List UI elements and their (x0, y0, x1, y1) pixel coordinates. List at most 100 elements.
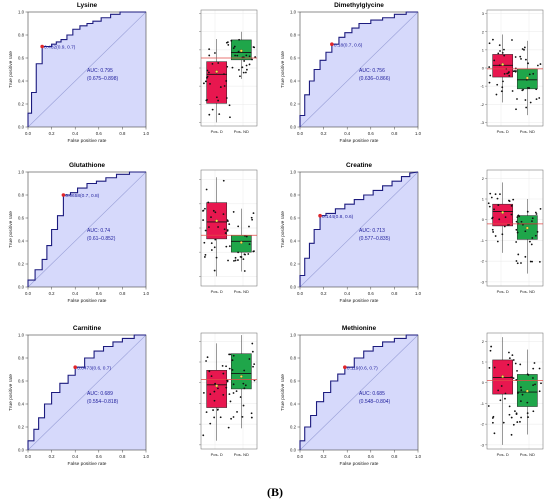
sample-point (208, 370, 211, 373)
sample-point (532, 410, 535, 413)
sample-point (230, 39, 233, 42)
sample-point (512, 359, 515, 361)
sample-point (529, 101, 532, 104)
sample-point (510, 376, 513, 379)
roc-curve (27, 334, 146, 450)
y-axis-label: True positive rate (8, 211, 14, 248)
roc-curve (299, 171, 419, 287)
x-tick-label: 0.0 (25, 454, 32, 459)
x-axis-label: False positive rate (340, 298, 379, 304)
y-tick-label: 0.8 (18, 33, 25, 38)
sample-point (232, 383, 235, 386)
roc-diagonal (27, 171, 147, 288)
y-tick-label: 1 (482, 360, 485, 365)
sample-point (508, 351, 510, 354)
sample-point (204, 80, 207, 83)
y-tick-label: 0.4 (290, 79, 297, 84)
sample-point (205, 360, 207, 362)
y-tick-label: 0.8 (290, 193, 297, 198)
sample-point (214, 211, 217, 214)
x-tick-label: 0.8 (391, 291, 398, 296)
y-tick-label: 1.0 (290, 170, 297, 175)
sample-point (497, 204, 500, 207)
sample-point (227, 259, 229, 262)
x-tick-label: 0.2 (49, 291, 56, 296)
sample-point (501, 52, 504, 54)
sample-point (215, 96, 218, 99)
mean-marker (239, 375, 243, 378)
sample-point (203, 241, 206, 244)
sample-point (227, 426, 230, 429)
sample-point (222, 372, 225, 375)
sample-point (213, 399, 216, 402)
sample-point (252, 250, 255, 253)
mean-marker (501, 375, 505, 378)
sample-point (213, 269, 216, 272)
y-tick-label: -3 (480, 120, 484, 125)
sample-point (235, 390, 238, 393)
auc-label: AUC: 0.713 (359, 228, 385, 234)
x-tick-label: 0.8 (391, 454, 398, 459)
category-label: Pos‑ ND (520, 289, 535, 294)
sample-point (205, 411, 208, 414)
sample-point (493, 59, 496, 62)
sample-point (489, 349, 492, 352)
sample-point (229, 116, 231, 119)
category-label: Pos‑ ND (234, 452, 249, 457)
sample-point (531, 237, 534, 239)
y-tick-label: 0.0 (290, 125, 297, 130)
sample-point (243, 270, 246, 272)
sample-point (510, 204, 513, 207)
sample-point (213, 390, 216, 393)
sample-point (538, 260, 541, 263)
y-tick-label: 1.0 (18, 170, 25, 175)
sample-point (500, 385, 503, 387)
sample-point (240, 256, 243, 258)
sample-point (508, 405, 511, 408)
y-axis-label: True positive rate (8, 51, 14, 88)
boxplot-frame (486, 9, 544, 127)
sample-point (214, 238, 217, 241)
auc-label: AUC: 0.689 (87, 391, 113, 397)
sample-point (496, 83, 499, 86)
sample-point (211, 108, 214, 111)
category-label: Pos‑ ND (520, 129, 535, 134)
sample-point (206, 76, 208, 79)
y-axis-label: True positive rate (280, 51, 286, 88)
sample-point (510, 416, 513, 419)
sample-point (242, 382, 245, 385)
sample-point (523, 48, 525, 51)
roc-curve (27, 171, 146, 287)
x-tick-label: 0.8 (119, 454, 126, 459)
sample-point (524, 255, 527, 258)
sample-point (490, 345, 493, 348)
sample-point (539, 207, 542, 210)
sample-point (531, 220, 533, 223)
x-tick-label: 0.4 (344, 291, 351, 296)
sample-point (533, 362, 536, 364)
y-tick-label: 0.0 (18, 125, 25, 130)
y-tick-label: 0.4 (290, 239, 297, 244)
y-tick-label: 2 (482, 176, 485, 181)
sample-point (209, 393, 212, 396)
sample-point (488, 205, 491, 208)
sample-point (499, 399, 502, 402)
sample-point (254, 56, 257, 58)
sample-point (246, 68, 248, 71)
sample-point (514, 410, 516, 413)
sample-point (228, 223, 231, 226)
sample-point (210, 375, 213, 378)
y-tick-label: 1 (482, 197, 485, 202)
sample-point (225, 365, 227, 368)
sample-point (520, 386, 522, 389)
y-tick-label: 0 (482, 380, 485, 385)
sample-point (512, 198, 515, 201)
y-axis-label: True positive rate (8, 374, 14, 411)
sample-point (217, 226, 219, 228)
sample-point (214, 382, 217, 385)
mean-marker (239, 49, 243, 53)
box-pos-nd (230, 353, 252, 390)
sample-point (219, 416, 222, 419)
sample-point (508, 71, 510, 73)
